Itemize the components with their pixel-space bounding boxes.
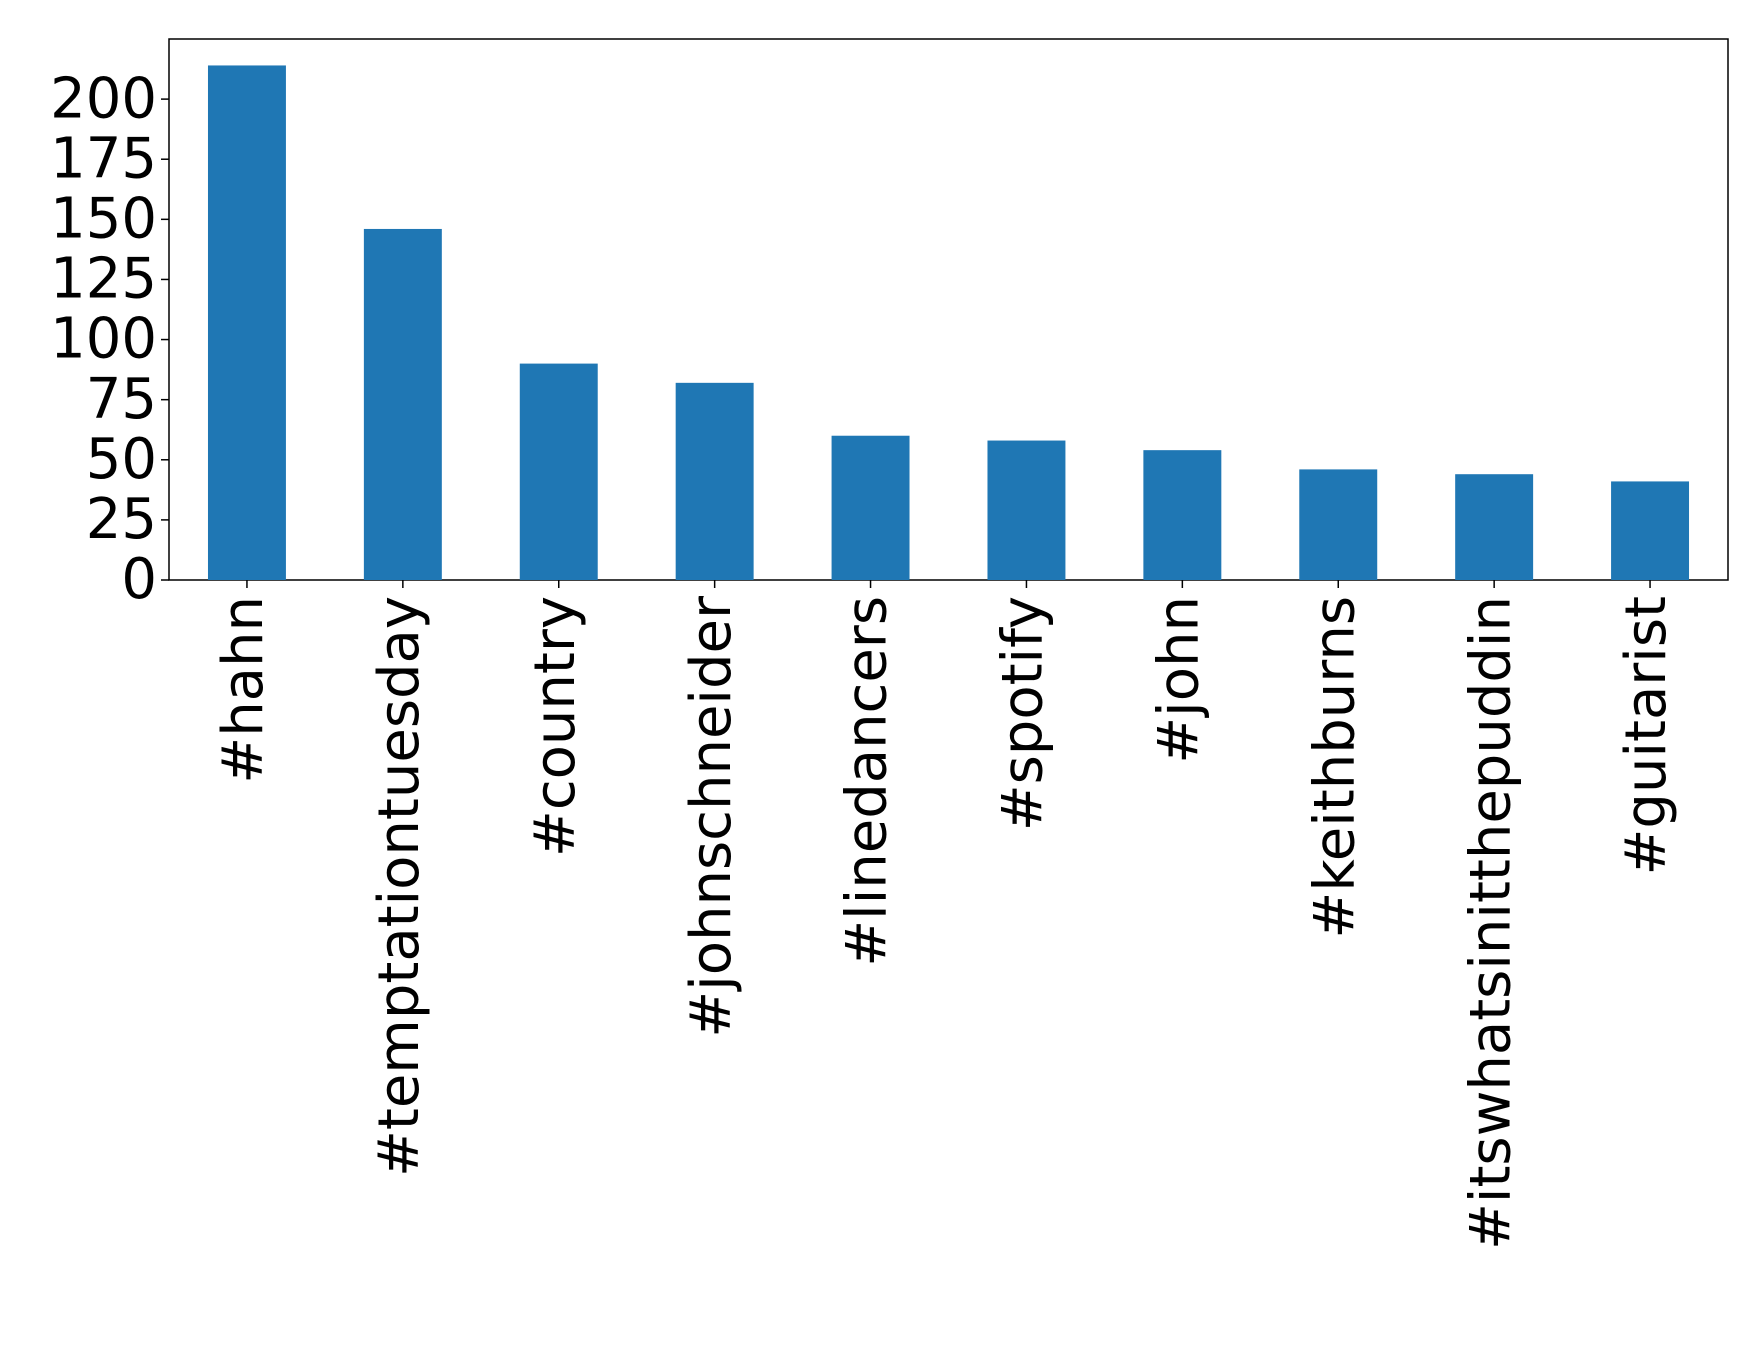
bar xyxy=(1611,481,1690,580)
x-tick-label: #guitarist xyxy=(1614,596,1679,876)
bar xyxy=(831,435,910,580)
bar xyxy=(519,363,598,580)
x-tick-label: #john xyxy=(1146,596,1211,764)
bar xyxy=(1299,469,1378,580)
bar xyxy=(207,65,286,580)
y-tick-label: 75 xyxy=(86,367,157,432)
y-tick-label: 200 xyxy=(50,66,157,131)
plot-frame xyxy=(168,38,1729,581)
y-tick-label: 50 xyxy=(86,427,157,492)
x-tick-label: #temptationtuesday xyxy=(367,596,432,1177)
x-tick-label: #linedancers xyxy=(835,596,900,967)
x-tick-label: #hahn xyxy=(211,596,276,784)
y-tick-label: 0 xyxy=(121,547,157,612)
y-tick-label: 25 xyxy=(86,487,157,552)
bar xyxy=(675,382,754,580)
bar xyxy=(1143,450,1222,580)
y-tick-label: 125 xyxy=(50,247,157,312)
bar xyxy=(363,228,442,580)
bar xyxy=(1455,474,1534,580)
x-tick-label: #spotify xyxy=(991,596,1056,831)
y-tick-label: 175 xyxy=(50,126,157,191)
x-tick-label: #johnschneider xyxy=(679,595,744,1038)
x-tick-label: #country xyxy=(523,596,588,857)
x-tick-label: #keithburns xyxy=(1302,596,1367,939)
y-tick-label: 100 xyxy=(50,307,157,372)
x-tick-label: #itswhatsinitthepuddin xyxy=(1458,596,1523,1250)
y-tick-label: 150 xyxy=(50,186,157,251)
bar xyxy=(987,440,1066,580)
